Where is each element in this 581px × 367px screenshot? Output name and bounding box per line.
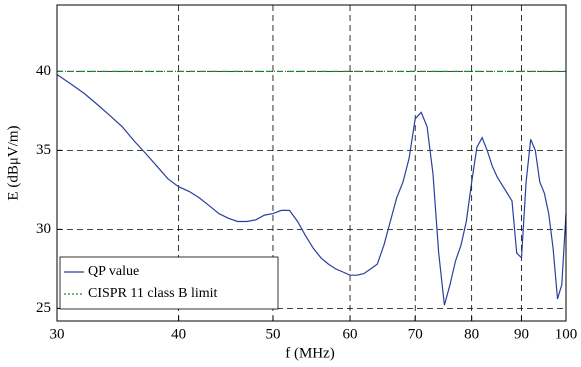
- x-tick-label: 70: [408, 326, 423, 342]
- x-tick-label: 30: [50, 326, 65, 342]
- y-tick-label: 30: [36, 221, 51, 237]
- y-axis-label: E (dBμV/m): [5, 125, 21, 200]
- x-tick-label: 100: [555, 326, 578, 342]
- x-tick-label: 40: [171, 326, 186, 342]
- plot-frame: [56, 4, 567, 322]
- y-tick-label: 25: [36, 300, 51, 316]
- legend-box: [59, 256, 279, 310]
- legend-label: QP value: [88, 264, 139, 279]
- x-tick-label: 60: [343, 326, 358, 342]
- y-tick-label: 35: [36, 142, 51, 158]
- data-line: [56, 74, 567, 306]
- x-tick-label: 80: [464, 326, 479, 342]
- x-tick-label: 50: [265, 326, 280, 342]
- x-axis-label: f (MHz): [285, 345, 335, 361]
- y-tick-label: 40: [36, 63, 51, 79]
- x-tick-label: 90: [514, 326, 529, 342]
- legend-label: CISPR 11 class B limit: [88, 286, 218, 301]
